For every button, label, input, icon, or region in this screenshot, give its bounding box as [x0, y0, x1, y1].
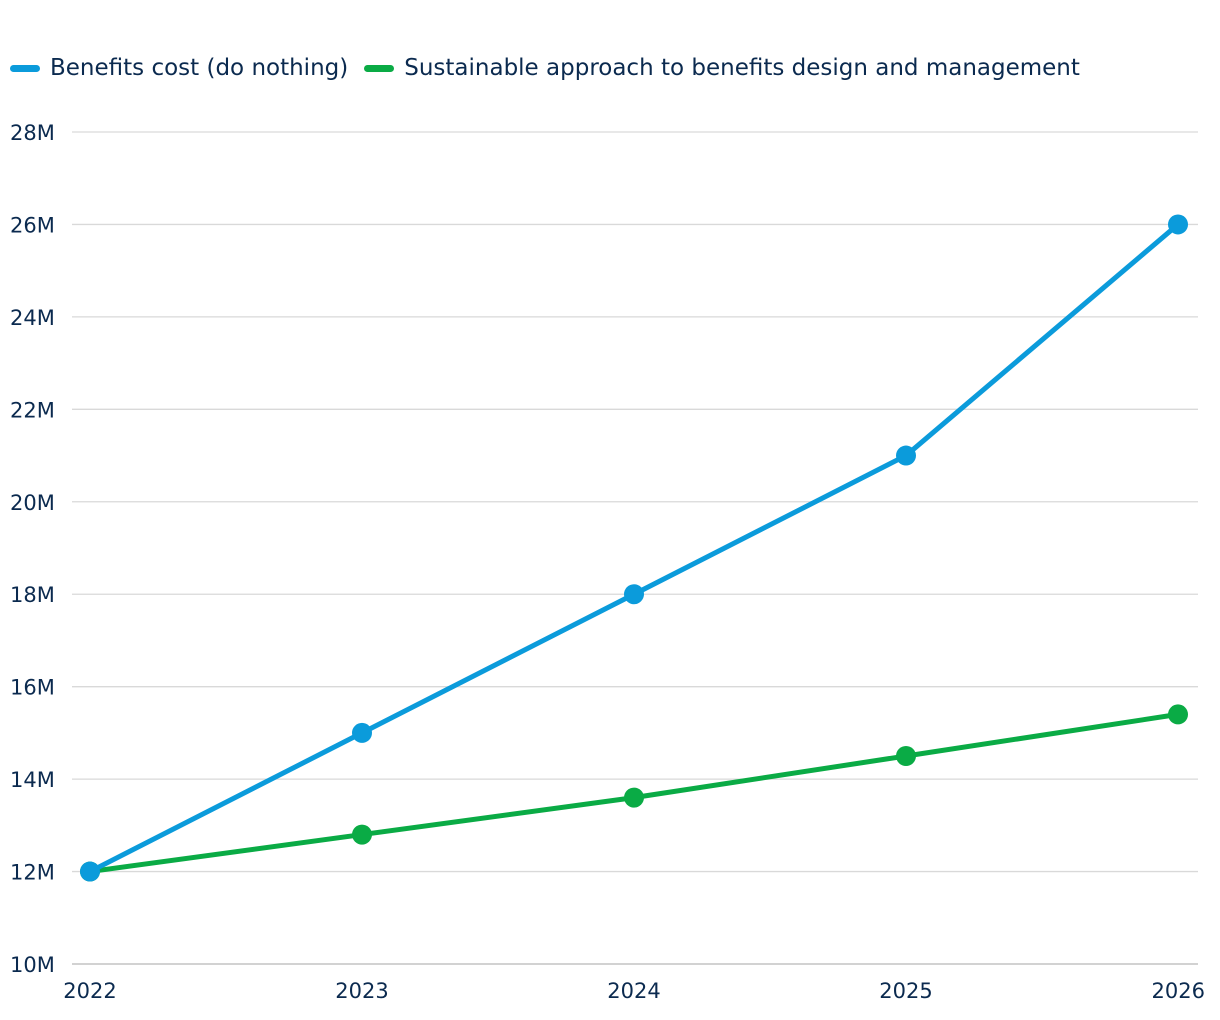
- x-tick-label: 2026: [1152, 979, 1205, 1003]
- legend-label-sustainable-approach: Sustainable approach to benefits design …: [404, 55, 1080, 81]
- series-group: [80, 214, 1188, 882]
- data-point-0-2022[interactable]: [80, 861, 100, 882]
- y-tick-label: 16M: [10, 676, 55, 700]
- data-point-0-2024[interactable]: [624, 584, 644, 605]
- y-tick-label: 14M: [10, 768, 55, 792]
- data-point-1-2023[interactable]: [352, 824, 372, 845]
- chart-legend: Benefits cost (do nothing) Sustainable a…: [10, 52, 1080, 84]
- y-tick-label: 20M: [10, 491, 55, 515]
- legend-label-benefits-cost: Benefits cost (do nothing): [50, 55, 349, 81]
- data-point-0-2023[interactable]: [352, 722, 372, 743]
- legend-swatch-sustainable-approach: [364, 64, 395, 72]
- legend-item-benefits-cost[interactable]: Benefits cost (do nothing): [10, 52, 348, 84]
- x-tick-label: 2025: [879, 979, 932, 1003]
- data-point-0-2026[interactable]: [1168, 214, 1188, 235]
- x-tick-label: 2022: [63, 979, 116, 1003]
- series-line-0: [87, 221, 1181, 875]
- y-tick-label: 28M: [10, 121, 55, 145]
- series-0: [80, 214, 1188, 882]
- x-tick-label: 2024: [607, 979, 660, 1003]
- data-point-1-2025[interactable]: [896, 746, 916, 766]
- legend-swatch-benefits-cost: [10, 64, 40, 72]
- y-tick-label: 18M: [10, 583, 55, 607]
- y-axis-ticks: 10M 12M 14M 16M 18M 20M 22M 24M 26M 28M: [10, 121, 55, 977]
- data-point-0-2025[interactable]: [896, 445, 916, 466]
- data-point-1-2024[interactable]: [624, 787, 644, 808]
- legend-item-sustainable-approach[interactable]: Sustainable approach to benefits design …: [364, 52, 1080, 84]
- x-axis-ticks: 2022 2023 2024 2025 2026: [63, 979, 1205, 1003]
- data-point-1-2026[interactable]: [1168, 704, 1188, 725]
- y-tick-label: 22M: [10, 398, 55, 422]
- y-tick-label: 10M: [10, 953, 55, 977]
- y-tick-label: 26M: [10, 213, 55, 237]
- x-tick-label: 2023: [335, 979, 388, 1003]
- gridlines: [72, 131, 1198, 965]
- y-tick-label: 12M: [10, 861, 55, 885]
- y-tick-label: 24M: [10, 306, 55, 330]
